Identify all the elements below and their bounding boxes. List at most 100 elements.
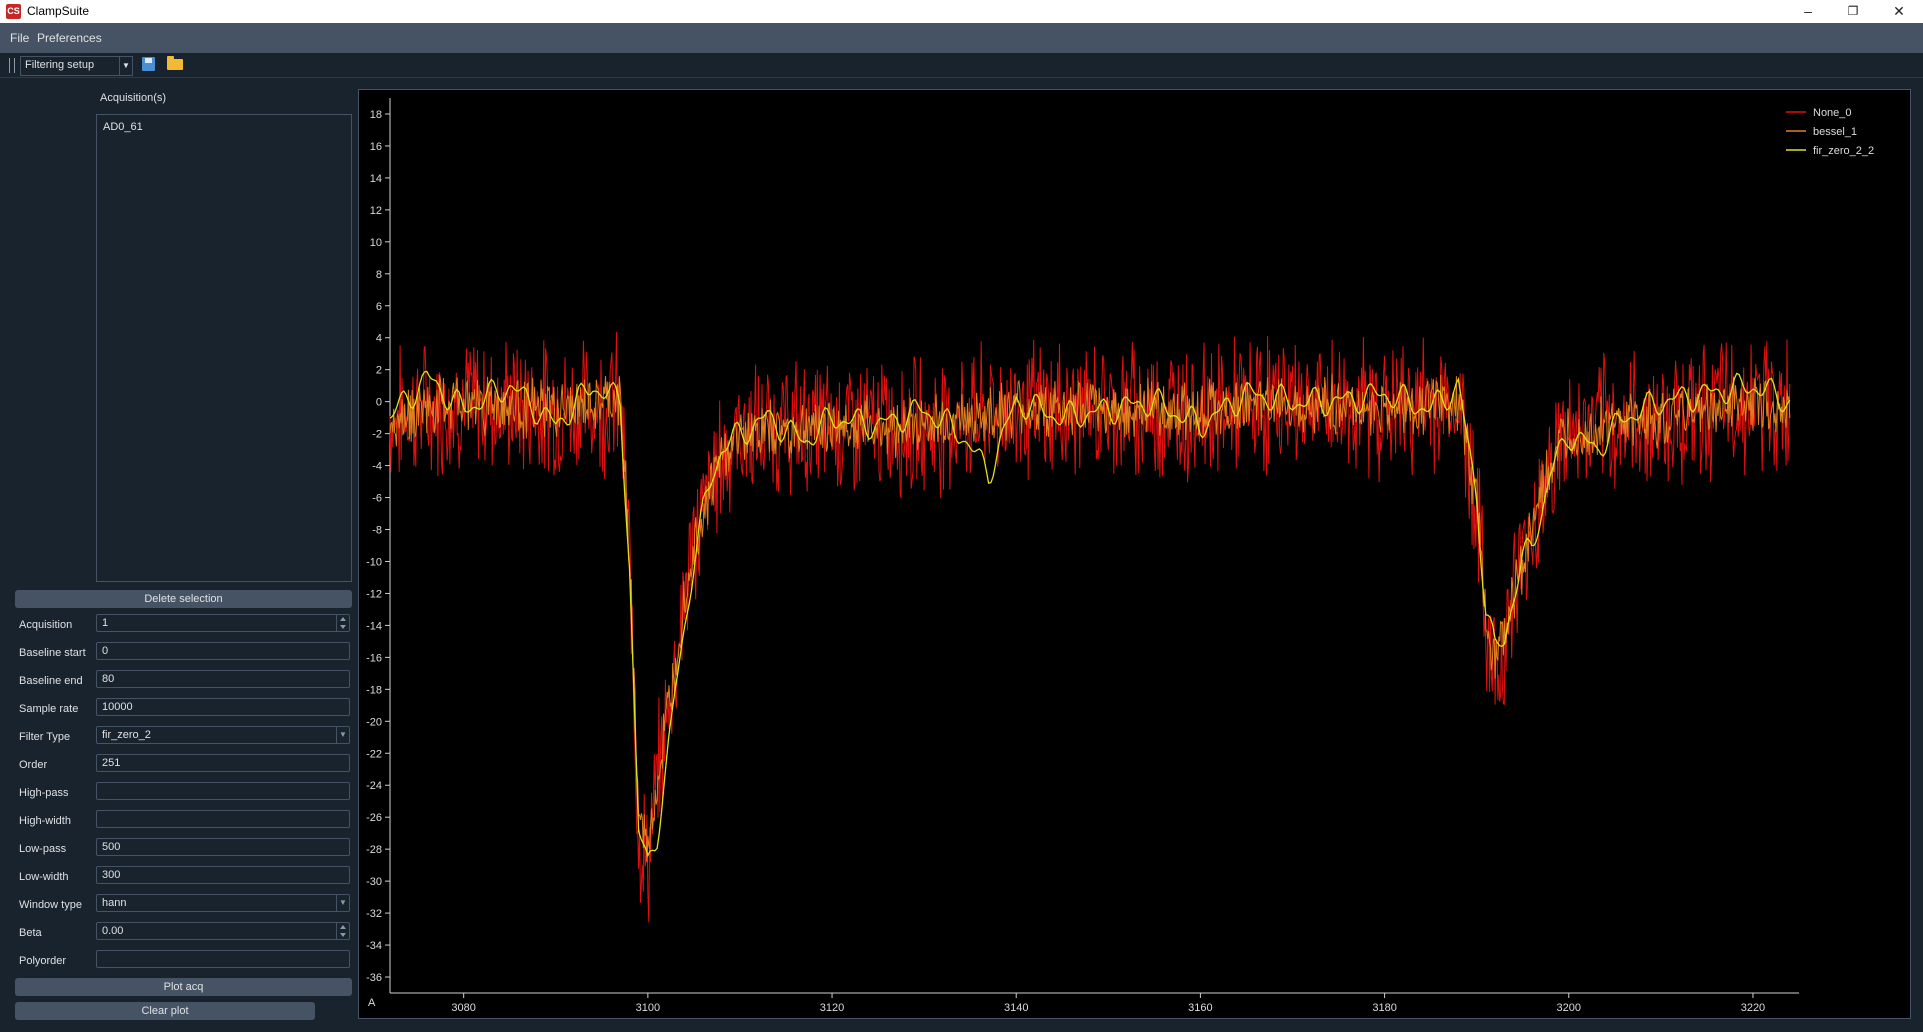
y-tick-label: -16 <box>366 652 382 664</box>
save-icon[interactable] <box>142 57 155 71</box>
acquisition-label: Acquisition <box>19 619 73 631</box>
minimize-button[interactable]: – <box>1804 3 1812 19</box>
high-pass-input[interactable] <box>96 782 350 800</box>
y-tick-label: 8 <box>376 269 382 281</box>
chevron-down-icon: ▼ <box>336 727 349 743</box>
trace-plot[interactable]: 18 16 14 12 10 8 6 4 2 0 -2 -4 -6 -8 -10 -12 -14 -16 -18 -2… <box>359 90 1910 1018</box>
legend-entry: bessel_1 <box>1813 126 1857 138</box>
menu-bar: File Preferences <box>0 23 1923 53</box>
plot-axes: 18 16 14 12 10 8 6 4 2 0 -2 -4 -6 -8 -10 -12 -14 -16 -18 -2… <box>366 98 1799 1014</box>
y-tick-label: 12 <box>370 205 382 217</box>
window-title: ClampSuite <box>27 4 90 18</box>
baseline-end-label: Baseline end <box>19 675 83 687</box>
restore-button[interactable]: ❐ <box>1847 4 1859 18</box>
x-tick-label: 3140 <box>1004 1002 1028 1014</box>
close-button[interactable]: ✕ <box>1893 3 1905 19</box>
plot-traces <box>389 332 1791 923</box>
y-tick-label: -20 <box>366 716 382 728</box>
baseline-end-input[interactable]: 80 <box>96 670 350 688</box>
baseline-start-input[interactable]: 0 <box>96 642 350 660</box>
y-tick-label: 0 <box>376 397 382 409</box>
acquisition-spinbox[interactable]: 1 <box>96 614 350 632</box>
folder-icon[interactable] <box>167 56 183 70</box>
delete-selection-button[interactable]: Delete selection <box>15 590 352 608</box>
sample-rate-label: Sample rate <box>19 703 79 715</box>
polyorder-input[interactable] <box>96 950 350 968</box>
beta-spinbox[interactable]: 0.00 <box>96 922 350 940</box>
setup-select-value: Filtering setup <box>25 59 95 71</box>
y-tick-label: 4 <box>376 333 382 345</box>
title-bar: CS ClampSuite – ❐ ✕ <box>0 0 1923 23</box>
y-tick-label: 16 <box>370 141 382 153</box>
high-width-label: High-width <box>19 815 71 827</box>
series-line-fir-zero-2-2 <box>389 370 1791 858</box>
window-type-select[interactable]: hann ▼ <box>96 894 350 912</box>
y-tick-label: -32 <box>366 908 382 920</box>
setup-select[interactable]: Filtering setup ▼ <box>20 56 133 76</box>
low-width-input[interactable]: 300 <box>96 866 350 884</box>
left-panel: Acquisition(s) AD0_61 Delete selection A… <box>0 78 360 1032</box>
y-tick-label: -28 <box>366 844 382 856</box>
filter-type-value: fir_zero_2 <box>102 729 151 741</box>
filter-type-select[interactable]: fir_zero_2 ▼ <box>96 726 350 744</box>
y-tick-label: -10 <box>366 556 382 568</box>
low-width-label: Low-width <box>19 871 69 883</box>
acquisitions-list[interactable]: AD0_61 <box>96 114 352 582</box>
acquisitions-header: Acquisition(s) <box>100 92 167 104</box>
spin-arrows-icon[interactable] <box>336 923 349 939</box>
y-tick-label: 18 <box>370 109 382 121</box>
baseline-start-label: Baseline start <box>19 647 86 659</box>
plot-legend: None_0 bessel_1 fir_zero_2_2 <box>1786 107 1874 157</box>
y-tick-label: 6 <box>376 301 382 313</box>
legend-entry: None_0 <box>1813 107 1852 119</box>
x-tick-label: 3220 <box>1741 1002 1765 1014</box>
toolbar: Filtering setup ▼ <box>0 53 1923 78</box>
chevron-down-icon: ▼ <box>336 895 349 911</box>
chevron-down-icon: ▼ <box>119 57 132 75</box>
y-tick-label: -12 <box>366 588 382 600</box>
x-tick-label: 3180 <box>1372 1002 1396 1014</box>
y-tick-label: -6 <box>372 493 382 505</box>
y-tick-label: -26 <box>366 812 382 824</box>
plot-area[interactable]: 18 16 14 12 10 8 6 4 2 0 -2 -4 -6 -8 -10 -12 -14 -16 -18 -2… <box>358 89 1911 1019</box>
x-tick-label: 3120 <box>820 1002 844 1014</box>
y-tick-label: 14 <box>370 173 382 185</box>
y-tick-label: -24 <box>366 780 382 792</box>
toolbar-grip-handle[interactable] <box>9 58 15 73</box>
menu-preferences[interactable]: Preferences <box>37 31 102 45</box>
x-tick-label: 3100 <box>636 1002 660 1014</box>
sample-rate-input[interactable]: 10000 <box>96 698 350 716</box>
y-tick-label: -2 <box>372 429 382 441</box>
high-pass-label: High-pass <box>19 787 69 799</box>
y-tick-label: -30 <box>366 876 382 888</box>
acquisition-value: 1 <box>102 617 109 629</box>
clear-plot-button[interactable]: Clear plot <box>15 1002 315 1020</box>
filter-type-label: Filter Type <box>19 731 71 743</box>
y-tick-label: -34 <box>366 940 382 952</box>
high-width-input[interactable] <box>96 810 350 828</box>
order-input[interactable]: 251 <box>96 754 350 772</box>
y-tick-label: 2 <box>376 365 382 377</box>
auto-range-button[interactable]: A <box>368 997 376 1009</box>
series-line-none-0 <box>389 332 1791 923</box>
y-tick-label: -18 <box>366 684 382 696</box>
y-tick-label: -14 <box>366 620 382 632</box>
list-item[interactable]: AD0_61 <box>103 121 143 133</box>
low-pass-input[interactable]: 500 <box>96 838 350 856</box>
plot-acq-button[interactable]: Plot acq <box>15 978 352 996</box>
beta-label: Beta <box>19 927 42 939</box>
x-tick-label: 3200 <box>1557 1002 1581 1014</box>
app-logo-icon: CS <box>6 4 21 19</box>
x-tick-label: 3080 <box>451 1002 475 1014</box>
menu-file[interactable]: File <box>10 31 30 45</box>
window-type-value: hann <box>102 897 127 909</box>
order-label: Order <box>19 759 48 771</box>
spin-arrows-icon[interactable] <box>336 615 349 631</box>
y-tick-label: -22 <box>366 748 382 760</box>
x-tick-label: 3160 <box>1188 1002 1212 1014</box>
window-type-label: Window type <box>19 899 82 911</box>
legend-entry: fir_zero_2_2 <box>1813 145 1874 157</box>
y-tick-label: -4 <box>372 461 382 473</box>
beta-value: 0.00 <box>102 925 124 937</box>
y-tick-label: -8 <box>372 525 382 537</box>
